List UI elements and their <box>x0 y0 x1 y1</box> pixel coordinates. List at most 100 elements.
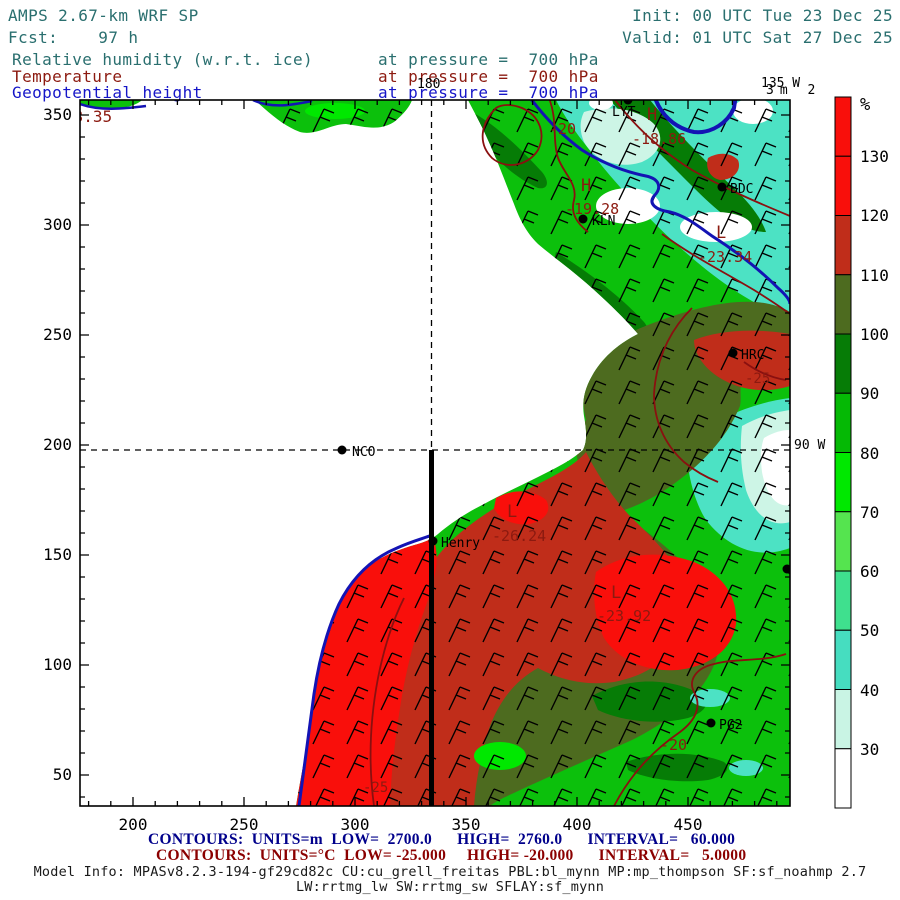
station-label: HRC <box>741 348 764 363</box>
height-contour-2760 <box>653 100 738 135</box>
station-dot <box>428 536 438 546</box>
station-dot <box>717 182 727 192</box>
low-marker: L <box>507 502 517 522</box>
temp-contour <box>481 104 543 166</box>
height-contour-label: 3m 2 <box>766 83 822 98</box>
stations: NCO Henry KLN LYT BDC HRC PG2 <box>337 100 790 733</box>
init-time: Init: 00 UTC Tue 23 Dec 25 <box>632 6 893 25</box>
temp-contour <box>661 233 790 315</box>
colorbar-tick: 80 <box>860 444 879 463</box>
temp-contour <box>743 361 787 381</box>
field-height-level: at pressure = 700 hPa <box>378 83 599 102</box>
height-contours <box>80 100 790 806</box>
plot-frame <box>79 99 791 807</box>
field-temperature-level: at pressure = 700 hPa <box>378 67 599 86</box>
y-tick-label: 50 <box>53 765 72 784</box>
model-info-line1: Model Info: MPASv8.2.3-194-gf29cd82c CU:… <box>33 864 867 880</box>
colorbar-tick: 90 <box>860 384 879 403</box>
colorbar-tick: 30 <box>860 740 879 759</box>
y-axis-labels: 350 300 250 200 150 100 50 <box>43 105 72 784</box>
contours-temp-info: CONTOURS: UNITS=°C LOW= -25.000 HIGH= -2… <box>156 847 747 864</box>
colorbar-seg <box>834 392 852 453</box>
temp-contour <box>369 597 405 806</box>
station-dot <box>623 100 633 105</box>
temp-labels: 23.35 -20 H -18.86 H -19.28 L -23.34 -25… <box>80 105 770 796</box>
x-tick-label: 250 <box>230 815 259 834</box>
colorbar-tick: 40 <box>860 681 879 700</box>
temp-value-label: -19.28 <box>565 200 619 218</box>
y-tick-label: 250 <box>43 325 72 344</box>
field-temperature-label: Temperature <box>2 67 123 86</box>
x-tick-label: 400 <box>563 815 592 834</box>
station-dot <box>578 214 588 224</box>
temp-contour <box>613 100 790 217</box>
meridian-dashed-lines <box>80 100 790 451</box>
colorbar-tick: 100 <box>860 325 889 344</box>
y-tick-label: 350 <box>43 105 72 124</box>
x-axis-labels: 200 250 300 350 400 450 <box>119 815 703 834</box>
temp-contour <box>653 307 719 483</box>
temp-contour <box>613 653 787 806</box>
low-marker: L <box>716 223 726 243</box>
height-contour <box>80 100 313 110</box>
y-tick-label: 150 <box>43 545 72 564</box>
colorbar-seg <box>834 96 852 157</box>
high-marker: H <box>581 176 591 196</box>
y-tick-label: 200 <box>43 435 72 454</box>
colorbar-seg <box>834 748 852 809</box>
temp-value-label: -25 <box>745 371 770 387</box>
temp-value-label: -20 <box>549 120 576 138</box>
meridian-180-label: 180 <box>417 77 441 92</box>
temp-value-label: -25 <box>363 780 388 796</box>
high-marker: H <box>647 105 657 125</box>
station-dot <box>337 445 347 455</box>
station-dot <box>782 564 790 574</box>
station-label: PG2 <box>719 718 742 733</box>
colorbar-tick: 50 <box>860 621 879 640</box>
field-humidity-label: Relative humidity (w.r.t. ice) <box>2 50 314 69</box>
wind-barbs <box>80 100 790 806</box>
temperature-contours <box>369 100 790 806</box>
model-info-line2: LW:rrtmg_lw SW:rrtmg_sw SFLAY:sf_mynn <box>295 879 605 895</box>
colorbar-tick: 70 <box>860 503 879 522</box>
colorbar-tick: 130 <box>860 147 889 166</box>
station-label: NCO <box>352 445 376 460</box>
y-tick-label: 100 <box>43 655 72 674</box>
colorbar-tick: 120 <box>860 206 889 225</box>
humidity-shading <box>80 100 790 806</box>
contours-height-info: CONTOURS: UNITS=m LOW= 2700.0 HIGH= 2760… <box>148 831 736 848</box>
low-marker: L <box>611 583 621 603</box>
colorbar-seg <box>834 689 852 750</box>
y-tick-label: 300 <box>43 215 72 234</box>
temp-value-label: -18.86 <box>632 130 686 148</box>
station-label: Henry <box>441 536 480 551</box>
axis-ticks <box>80 100 790 806</box>
temp-value-label: -26.24 <box>492 527 546 545</box>
x-tick-label: 200 <box>119 815 148 834</box>
meridian-135w-label: 135 W <box>761 76 801 91</box>
colorbar: % 130 120 110 100 90 80 70 60 50 40 30 <box>834 95 889 809</box>
field-humidity-level: at pressure = 700 hPa <box>378 50 599 69</box>
station-label: LYT <box>612 105 636 120</box>
colorbar-seg <box>834 333 852 394</box>
height-contour-2700 <box>529 100 790 305</box>
colorbar-seg <box>834 629 852 690</box>
colorbar-seg <box>834 452 852 513</box>
colorbar-seg <box>834 511 852 572</box>
station-label: BDC <box>730 182 753 197</box>
forecast-hour: Fcst: 97 h <box>8 28 139 47</box>
field-height-label: Geopotential height <box>2 83 203 102</box>
meridian-90w-label: 90 W <box>794 438 826 453</box>
colorbar-unit: % <box>860 95 870 115</box>
temp-value-label: -23.34 <box>698 248 752 266</box>
colorbar-seg <box>834 215 852 276</box>
x-tick-label: 450 <box>674 815 703 834</box>
temp-contour <box>548 100 589 233</box>
colorbar-seg <box>834 274 852 335</box>
plot-area: NCO Henry KLN LYT BDC HRC PG2 23.35 -20 … <box>80 100 790 806</box>
colorbar-seg <box>834 570 852 631</box>
colorbar-tick: 60 <box>860 562 879 581</box>
height-contour-2700 <box>297 533 433 806</box>
